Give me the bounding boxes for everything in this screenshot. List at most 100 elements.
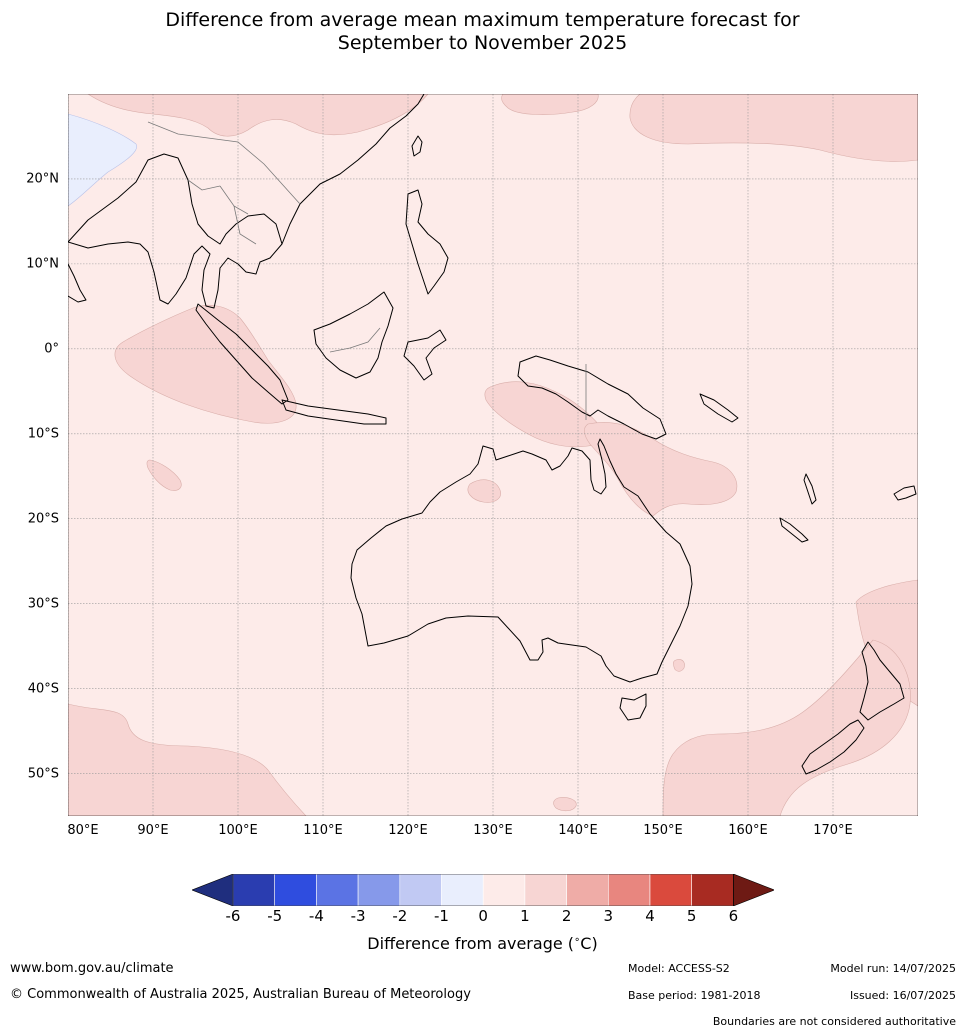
title-line-1: Difference from average mean maximum tem…: [165, 9, 800, 31]
anomaly-negative-region: [68, 113, 138, 207]
colorbar-segment: [607, 874, 651, 906]
graticule: [68, 94, 918, 816]
anomaly-region-north-pacific-b: [629, 94, 918, 162]
colorbar: [192, 874, 774, 906]
anomaly-region-south-west: [68, 703, 307, 816]
longitude-label: 140°E: [558, 823, 598, 838]
longitude-label: 100°E: [218, 823, 258, 838]
coastline-india: [68, 263, 87, 303]
latitude-label: 20°N: [26, 171, 59, 187]
footer-model-run: Model run: 14/07/2025: [830, 962, 956, 975]
coastline-vanuatu: [803, 473, 817, 505]
latitude-label: 40°S: [27, 681, 59, 697]
boundary-indochina: [187, 179, 257, 245]
coastline-north-island-nz: [859, 641, 905, 721]
colorbar-segment: [649, 874, 693, 906]
anomaly-region-cocos-islands: [146, 459, 182, 491]
latitude-label: 50°S: [27, 766, 59, 782]
latitude-label: 10°N: [26, 256, 59, 272]
footer-issued: Issued: 16/07/2025: [849, 989, 956, 1002]
coastline-sulawesi: [403, 329, 447, 381]
colorbar-segment: [524, 874, 567, 906]
colorbar-tick-label: 1: [520, 907, 530, 925]
longitude-label: 110°E: [303, 823, 343, 838]
colorbar-tick-label: 2: [561, 907, 572, 925]
longitude-label: 80°E: [67, 823, 99, 838]
colorbar-tick-label: 6: [728, 907, 739, 925]
colorbar-tick-label: -1: [434, 907, 449, 925]
footer-disclaimer: Boundaries are not considered authoritat…: [712, 1015, 956, 1028]
anomaly-region-china: [87, 94, 429, 137]
colorbar-tick-label: 0: [478, 907, 488, 925]
coastline-mainland-asia: [68, 153, 283, 309]
anomaly-region-tasman-west: [673, 659, 685, 672]
coastline-tasmania: [619, 693, 647, 721]
boundary-borneo: [329, 327, 381, 353]
colorbar-tick-label: -2: [392, 907, 408, 925]
country-boundaries: [147, 121, 587, 420]
colorbar-extend-low: [192, 874, 234, 906]
colorbar-segment: [566, 874, 609, 906]
coastline-new-guinea: [517, 355, 667, 440]
colorbar-segment: [274, 874, 317, 906]
coastline-china-coast: [281, 94, 425, 245]
footer-base-period: Base period: 1981-2018: [628, 989, 761, 1002]
coastline-taiwan: [411, 135, 423, 157]
footer-website: www.bom.gov.au/climate: [10, 961, 174, 976]
anomaly-region-east-indian-ocean: [114, 305, 297, 424]
map-title: Difference from average mean maximum tem…: [0, 9, 965, 55]
longitude-label: 130°E: [473, 823, 513, 838]
coastline-new-caledonia: [779, 517, 809, 543]
map-area: [68, 94, 918, 816]
colorbar-label: Difference from average (∘C): [0, 934, 965, 953]
coastline-australia: [350, 438, 693, 683]
coastline-south-island-nz: [801, 719, 865, 775]
anomaly-region-west-australia-coast: [467, 479, 501, 503]
colorbar-segment: [441, 874, 484, 906]
latitude-label: 30°S: [27, 596, 59, 612]
colorbar-label-unit: C): [580, 934, 598, 953]
title-line-2: September to November 2025: [337, 32, 628, 54]
longitude-label: 90°E: [137, 823, 169, 838]
longitude-label: 160°E: [728, 823, 768, 838]
boundary-china: [147, 121, 301, 205]
colorbar-tick-label: 5: [686, 907, 697, 925]
coastline-java: [281, 399, 387, 425]
latitude-label: 0°: [44, 341, 59, 357]
colorbar-label-text: Difference from average (: [367, 934, 575, 953]
temperature-anomaly-map: [68, 94, 918, 816]
colorbar-label-degree: ∘: [574, 934, 581, 946]
colorbar-segment: [691, 874, 734, 906]
colorbar-segment: [482, 874, 526, 906]
anomaly-region-new-zealand: [662, 639, 911, 816]
coastlines: [68, 94, 917, 775]
colorbar-tick-label: 3: [603, 907, 614, 925]
colorbar-segment: [316, 874, 359, 906]
colorbar-border: [232, 874, 734, 906]
coastline-solomon-islands: [699, 393, 739, 423]
latitude-label: 20°S: [27, 511, 59, 527]
colorbar-tick-label: -6: [225, 907, 241, 925]
anomaly-region-north-pacific-a: [501, 94, 599, 115]
colorbar-segment: [357, 874, 401, 906]
anomaly-region-coral-sea: [584, 422, 738, 517]
colorbar-tick-label: -4: [308, 907, 324, 925]
colorbar-segment: [232, 874, 276, 906]
latitude-label: 10°S: [27, 426, 59, 442]
anomaly-region-southern-ocean: [553, 797, 577, 812]
colorbar-tick-label: -3: [350, 907, 366, 925]
coastline-philippines: [405, 189, 449, 295]
anomaly-region-timor-sea: [484, 381, 604, 448]
colorbar-extend-high: [733, 874, 774, 906]
longitude-label: 120°E: [388, 823, 428, 838]
colorbar-segment: [399, 874, 442, 906]
coastline-sumatra: [195, 303, 289, 405]
coastline-borneo: [313, 291, 394, 379]
anomaly-1-to-2-regions: [68, 94, 918, 816]
colorbar-tick-label: -5: [267, 907, 283, 925]
coastline-fiji: [893, 485, 917, 501]
longitude-label: 150°E: [643, 823, 683, 838]
longitude-label: 170°E: [813, 823, 853, 838]
footer-model: Model: ACCESS-S2: [628, 962, 730, 975]
colorbar-tick-label: 4: [645, 907, 655, 925]
